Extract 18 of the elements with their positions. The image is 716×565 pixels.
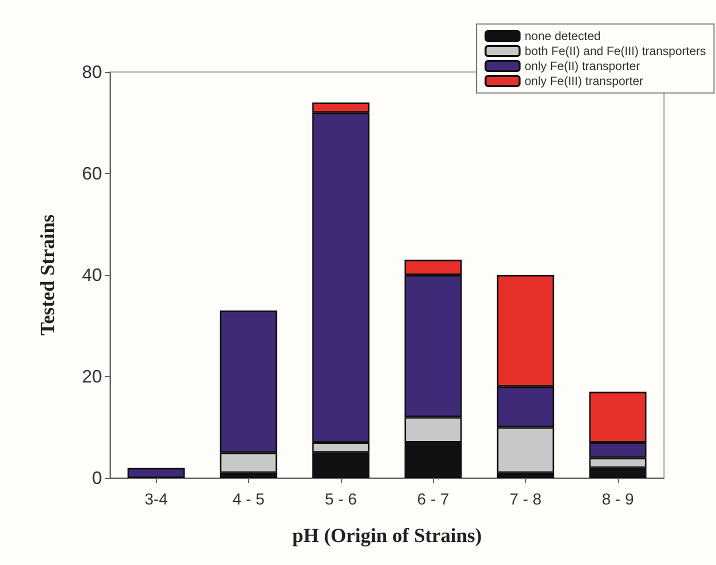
legend-label: both Fe(II) and Fe(III) transporters: [524, 44, 706, 58]
x-tick-label: 4 - 5: [232, 492, 265, 508]
y-tick-label: 40: [82, 265, 102, 285]
legend-label: only Fe(II) transporter: [524, 59, 640, 73]
bar: [128, 468, 185, 478]
y-tick-label: 60: [82, 164, 102, 184]
y-axis-title: Tested Strains: [37, 214, 59, 336]
x-tick-label: 8 - 9: [602, 492, 634, 508]
legend-label: none detected: [524, 29, 601, 43]
y-tick-label: 80: [82, 62, 102, 82]
x-axis-title: pH (Origin of Strains): [292, 525, 482, 547]
legend-label: only Fe(III) transporter: [524, 74, 644, 88]
x-tick-label: 5 - 6: [324, 492, 357, 508]
x-tick-label: 6 - 7: [417, 492, 450, 508]
x-tick-label: 7 - 8: [509, 492, 542, 508]
y-tick-label: 20: [82, 366, 102, 386]
y-tick-label: 0: [92, 468, 102, 488]
x-tick-label: 3-4: [144, 492, 168, 508]
